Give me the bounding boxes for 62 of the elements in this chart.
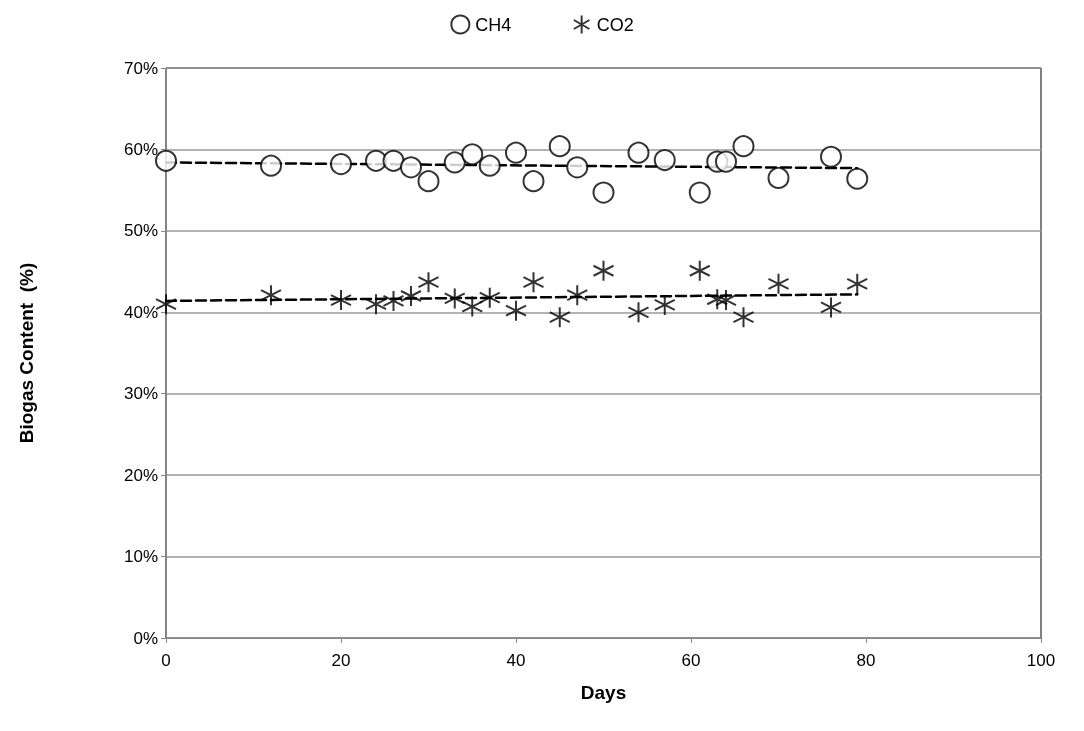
point xyxy=(548,135,571,158)
point xyxy=(767,166,790,189)
point xyxy=(522,170,545,193)
point xyxy=(522,271,545,294)
point xyxy=(478,154,501,177)
point xyxy=(330,289,352,312)
point xyxy=(592,181,615,204)
point xyxy=(382,289,405,312)
point xyxy=(260,154,282,177)
x-axis-title: Days xyxy=(580,682,627,703)
point xyxy=(706,288,729,311)
point xyxy=(820,145,842,168)
point xyxy=(715,150,737,173)
y-tick-label: 60% xyxy=(123,139,158,159)
x-tick-label: 100 xyxy=(1026,651,1056,670)
point xyxy=(382,149,405,172)
point xyxy=(461,295,484,318)
point xyxy=(688,259,711,282)
x-tick-label: 0 xyxy=(161,651,171,670)
y-tick-label: 10% xyxy=(123,547,158,567)
point xyxy=(820,296,842,319)
point xyxy=(505,141,527,164)
y-axis-title: Biogas Content (%) xyxy=(16,262,37,444)
point xyxy=(417,271,440,294)
point xyxy=(566,156,589,179)
y-tick-label: 50% xyxy=(123,221,158,241)
point xyxy=(365,149,387,172)
point xyxy=(688,181,711,204)
point xyxy=(443,287,466,310)
point xyxy=(365,293,387,316)
point xyxy=(461,143,484,166)
point xyxy=(767,272,790,295)
legend-label: CO2 xyxy=(596,14,634,35)
point xyxy=(260,284,282,307)
point xyxy=(592,259,615,282)
x-tick-label: 40 xyxy=(506,651,526,670)
y-tick-label: 70% xyxy=(123,58,158,78)
point xyxy=(732,135,755,158)
point xyxy=(505,299,527,322)
point xyxy=(400,285,422,307)
legend-label: CH4 xyxy=(475,14,512,35)
point xyxy=(732,306,755,329)
x-tick-label: 60 xyxy=(681,651,701,670)
point xyxy=(443,151,466,174)
point xyxy=(627,141,650,164)
x-tick-label: 80 xyxy=(856,651,876,670)
point xyxy=(715,289,737,312)
y-tick-label: 0% xyxy=(133,628,158,648)
point xyxy=(417,170,440,193)
point xyxy=(846,167,869,190)
point xyxy=(548,306,571,329)
point xyxy=(846,272,869,295)
y-tick-label: 30% xyxy=(123,384,158,404)
point xyxy=(330,153,352,176)
y-tick-label: 20% xyxy=(123,465,158,485)
point xyxy=(653,149,676,172)
point xyxy=(400,156,422,179)
y-tick-label: 40% xyxy=(123,302,158,322)
point xyxy=(566,284,589,307)
point xyxy=(478,286,501,309)
point xyxy=(627,301,650,324)
x-tick-label: 20 xyxy=(331,651,351,670)
